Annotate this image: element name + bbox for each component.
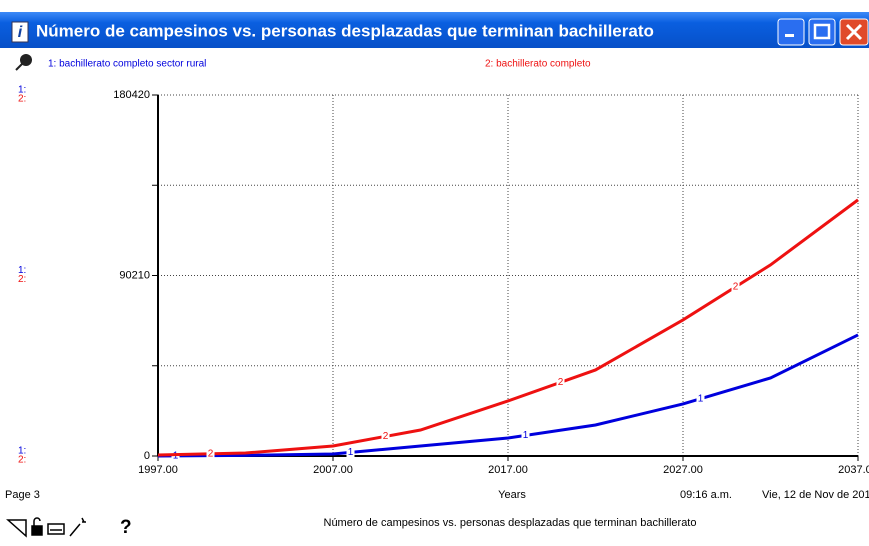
series-marker: 2 <box>558 377 564 388</box>
minimize-glyph <box>785 34 794 37</box>
maximize-glyph <box>813 23 831 40</box>
toolbar-icons <box>6 517 86 538</box>
x-tick-label: 2037.00 <box>838 464 869 476</box>
marker-bg <box>696 392 705 404</box>
marker-bg <box>556 376 565 388</box>
marker-bg <box>346 446 355 458</box>
page-label: Page 3 <box>5 489 40 501</box>
series-marker: 1 <box>698 393 704 404</box>
legend-entry: 1: bachillerato completo sector rural <box>48 59 206 70</box>
minimize-button[interactable] <box>777 18 805 46</box>
scale-label: 2: <box>18 274 26 285</box>
x-tick-label: 2027.00 <box>663 464 703 476</box>
series-marker: 2 <box>733 282 739 293</box>
scale-label: 1: <box>18 265 26 276</box>
x-tick-label: 1997.00 <box>138 464 178 476</box>
y-tick-label: 0 <box>144 450 150 462</box>
title-bar <box>0 12 869 48</box>
close-glyph <box>845 23 863 41</box>
series-marker: 2 <box>208 448 214 459</box>
legend-entry: 2: bachillerato completo <box>485 59 591 70</box>
marker-bg <box>206 447 215 459</box>
time-label: 09:16 a.m. <box>680 489 732 501</box>
series-marker: 2 <box>383 431 389 442</box>
series-marker: 1 <box>523 430 529 441</box>
series-line <box>157 333 859 458</box>
x-tick-label: 2007.00 <box>313 464 353 476</box>
marker-bg <box>381 430 390 442</box>
marker-bg <box>731 280 740 292</box>
window-icon <box>11 21 29 43</box>
help-button[interactable]: ? <box>120 517 132 538</box>
marker-bg <box>521 429 530 441</box>
scale-label: 2: <box>18 455 26 466</box>
scale-label: 1: <box>18 446 26 457</box>
chart: 1: bachillerato completo sector rural 2: … <box>18 59 869 501</box>
x-tick-label: 2017.00 <box>488 464 528 476</box>
x-axis-label: Years <box>498 489 526 501</box>
date-label: Vie, 12 de Nov de 2010 <box>762 489 869 501</box>
scale-label: 2: <box>18 94 26 105</box>
series-line <box>157 198 859 457</box>
maximize-button[interactable] <box>808 18 836 46</box>
series-marker: 1 <box>348 447 354 458</box>
scale-label: 1: <box>18 85 26 96</box>
y-tick-label: 90210 <box>119 269 150 281</box>
icon-glyph: i <box>18 24 23 41</box>
y-tick-label: 180420 <box>113 89 150 101</box>
legend-icon <box>15 54 32 71</box>
window-title: Número de campesinos vs. personas despla… <box>36 21 654 40</box>
caption: Número de campesinos vs. personas despla… <box>324 517 697 529</box>
